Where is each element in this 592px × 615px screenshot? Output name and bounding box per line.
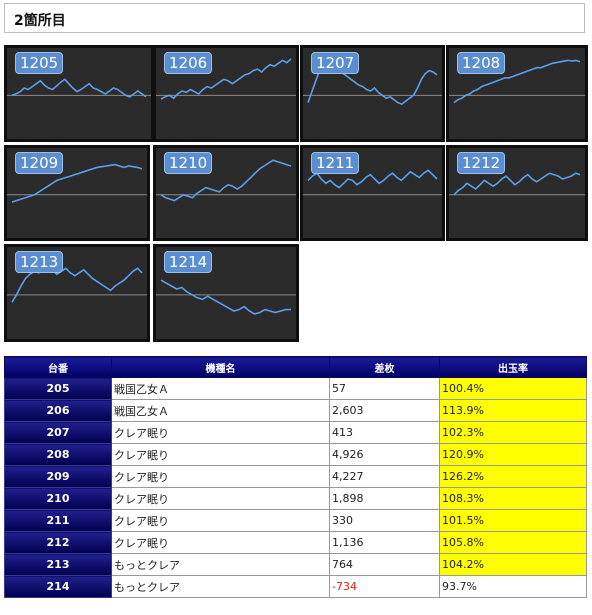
table-row[interactable]: 210 クレア眠り 1,898 108.3% bbox=[4, 487, 587, 510]
payout-rate-cell: 120.9% bbox=[439, 443, 587, 466]
payout-rate-cell: 102.3% bbox=[439, 421, 587, 444]
page-title: 2箇所目 bbox=[14, 13, 66, 29]
payout-graph bbox=[156, 58, 296, 100]
graph-grid: 1205 1206 1207 1208 1209 1210 1211 1212 1213 1214 bbox=[4, 45, 588, 342]
payout-rate-cell: 104.2% bbox=[439, 553, 587, 576]
machine-name-cell: クレア眠り bbox=[111, 443, 330, 466]
machine-number-cell: 208 bbox=[4, 443, 112, 466]
machine-number-cell: 205 bbox=[4, 377, 112, 400]
table-row[interactable]: 213 もっとクレア 764 104.2% bbox=[4, 553, 587, 576]
machine-name-cell: もっとクレア bbox=[111, 553, 330, 576]
difference-cell: 1,136 bbox=[329, 531, 440, 554]
header-payout-rate: 出玉率 bbox=[439, 356, 587, 378]
series-line bbox=[11, 163, 143, 203]
graph-label: 1210 bbox=[164, 152, 213, 174]
machine-number-cell: 212 bbox=[4, 531, 112, 554]
machine-name-cell: クレア眠り bbox=[111, 509, 330, 532]
machine-name-cell: クレア眠り bbox=[111, 487, 330, 510]
difference-cell: 4,227 bbox=[329, 465, 440, 488]
series-line bbox=[453, 59, 581, 104]
graph-tile-1209[interactable]: 1209 bbox=[4, 145, 150, 241]
difference-cell: -734 bbox=[329, 575, 440, 598]
graph-label: 1206 bbox=[164, 52, 213, 74]
difference-cell: 57 bbox=[329, 377, 440, 400]
difference-cell: 413 bbox=[329, 421, 440, 444]
machine-name-cell: 戦国乙女Ａ bbox=[111, 377, 330, 400]
machine-name-cell: 戦国乙女Ａ bbox=[111, 399, 330, 422]
series-line bbox=[11, 78, 147, 98]
table-row[interactable]: 209 クレア眠り 4,227 126.2% bbox=[4, 465, 587, 488]
graph-label: 1208 bbox=[457, 52, 506, 74]
graph-tile-1211[interactable]: 1211 bbox=[300, 145, 445, 241]
graph-tile-1210[interactable]: 1210 bbox=[153, 145, 299, 241]
payout-rate-cell: 100.4% bbox=[439, 377, 587, 400]
difference-cell: 1,898 bbox=[329, 487, 440, 510]
machine-number-cell: 207 bbox=[4, 421, 112, 444]
series-line bbox=[160, 279, 291, 315]
machine-name-cell: もっとクレア bbox=[111, 575, 330, 598]
payout-rate-cell: 126.2% bbox=[439, 465, 587, 488]
payout-graph bbox=[7, 78, 151, 98]
graph-tile-1214[interactable]: 1214 bbox=[153, 244, 299, 342]
payout-graph bbox=[303, 169, 442, 196]
machine-data-table: 台番 機種名 差枚 出玉率 205 戦国乙女Ａ 57 100.4% 206 戦国乙女Ａ 2,… bbox=[4, 356, 587, 598]
header-machine-number: 台番 bbox=[4, 356, 112, 378]
payout-graph bbox=[156, 279, 296, 315]
table-row[interactable]: 211 クレア眠り 330 101.5% bbox=[4, 509, 587, 532]
machine-name-cell: クレア眠り bbox=[111, 421, 330, 444]
section-title-box: 2箇所目 bbox=[4, 3, 585, 33]
graph-label: 1207 bbox=[311, 52, 360, 74]
graph-label: 1205 bbox=[15, 52, 64, 74]
machine-number-cell: 209 bbox=[4, 465, 112, 488]
table-header-row: 台番 機種名 差枚 出玉率 bbox=[4, 356, 587, 378]
payout-rate-cell: 101.5% bbox=[439, 509, 587, 532]
graph-label: 1209 bbox=[15, 152, 64, 174]
series-line bbox=[160, 58, 292, 100]
header-difference: 差枚 bbox=[329, 356, 440, 378]
difference-cell: 330 bbox=[329, 509, 440, 532]
table-row[interactable]: 212 クレア眠り 1,136 105.8% bbox=[4, 531, 587, 554]
machine-number-cell: 214 bbox=[4, 575, 112, 598]
difference-cell: 2,603 bbox=[329, 399, 440, 422]
graph-tile-1207[interactable]: 1207 bbox=[300, 45, 445, 142]
machine-number-cell: 213 bbox=[4, 553, 112, 576]
payout-rate-cell: 113.9% bbox=[439, 399, 587, 422]
difference-cell: 764 bbox=[329, 553, 440, 576]
payout-rate-cell: 108.3% bbox=[439, 487, 587, 510]
graph-tile-1212[interactable]: 1212 bbox=[446, 145, 588, 241]
machine-number-cell: 206 bbox=[4, 399, 112, 422]
payout-graph bbox=[449, 59, 585, 104]
graph-label: 1212 bbox=[457, 152, 506, 174]
table-row[interactable]: 214 もっとクレア -734 93.7% bbox=[4, 575, 587, 598]
machine-number-cell: 210 bbox=[4, 487, 112, 510]
graph-label: 1211 bbox=[311, 152, 360, 174]
difference-cell: 4,926 bbox=[329, 443, 440, 466]
machine-name-cell: クレア眠り bbox=[111, 465, 330, 488]
payout-graph bbox=[449, 172, 585, 196]
graph-tile-1206[interactable]: 1206 bbox=[153, 45, 299, 142]
table-row[interactable]: 206 戦国乙女Ａ 2,603 113.9% bbox=[4, 399, 587, 422]
table-row[interactable]: 208 クレア眠り 4,926 120.9% bbox=[4, 443, 587, 466]
graph-label: 1213 bbox=[15, 251, 64, 273]
table-row[interactable]: 205 戦国乙女Ａ 57 100.4% bbox=[4, 377, 587, 400]
graph-tile-1208[interactable]: 1208 bbox=[446, 45, 588, 142]
graph-tile-1213[interactable]: 1213 bbox=[4, 244, 150, 342]
series-line bbox=[453, 172, 581, 196]
graph-tile-1205[interactable]: 1205 bbox=[4, 45, 154, 142]
machine-name-cell: クレア眠り bbox=[111, 531, 330, 554]
series-line bbox=[160, 159, 292, 202]
header-machine-name: 機種名 bbox=[111, 356, 330, 378]
machine-number-cell: 211 bbox=[4, 509, 112, 532]
payout-rate-cell: 105.8% bbox=[439, 531, 587, 554]
payout-rate-cell: 93.7% bbox=[439, 575, 587, 598]
payout-graph bbox=[7, 163, 147, 203]
graph-label: 1214 bbox=[164, 251, 213, 273]
payout-graph bbox=[156, 159, 296, 202]
series-line bbox=[307, 169, 438, 189]
table-row[interactable]: 207 クレア眠り 413 102.3% bbox=[4, 421, 587, 444]
